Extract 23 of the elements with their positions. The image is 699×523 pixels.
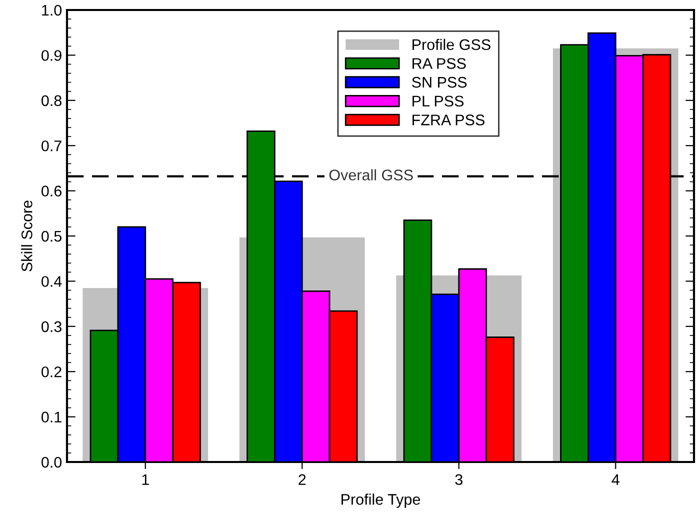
x-tick-label: 3 xyxy=(455,474,462,486)
x-tick-label: 2 xyxy=(298,474,306,485)
x-tick-label: 4 xyxy=(612,474,620,485)
y-tick-label: 0.2 xyxy=(42,366,62,378)
y-tick-label: 0.7 xyxy=(42,140,62,152)
y-axis-title: Skill Score xyxy=(21,200,32,272)
ref-line-label: Overall GSS xyxy=(329,169,413,180)
y-tick-label: 0.4 xyxy=(42,276,62,287)
x-tick-label: 1 xyxy=(142,474,149,485)
y-tick-label: 0.9 xyxy=(42,50,62,61)
legend-label: Profile GSS xyxy=(412,38,490,50)
y-tick-label: 0.5 xyxy=(42,230,62,242)
legend-label: FZRA PSS xyxy=(412,114,484,126)
legend-label: SN PSS xyxy=(412,76,467,88)
y-tick-label: 1.0 xyxy=(42,4,62,16)
y-tick-label: 0.1 xyxy=(42,412,62,422)
legend-label: PL PSS xyxy=(412,96,464,107)
y-tick-label: 0.3 xyxy=(42,321,62,332)
y-tick-label: 0.8 xyxy=(42,95,62,106)
legend-label: RA PSS xyxy=(412,58,466,69)
x-axis-title: Profile Type xyxy=(342,494,420,508)
y-tick-label: 0.6 xyxy=(42,186,62,196)
y-tick-label: 0.0 xyxy=(42,456,62,468)
